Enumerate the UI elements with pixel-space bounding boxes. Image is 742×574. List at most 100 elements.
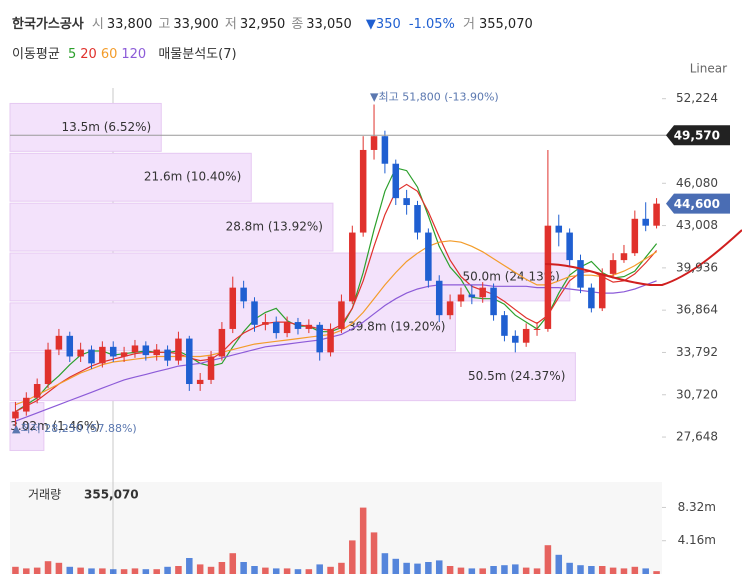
volume-bar <box>218 562 226 574</box>
candle-body <box>109 346 117 357</box>
volume-bar <box>370 532 378 574</box>
y-tick-label: 36,864 <box>676 303 718 317</box>
volume-bar <box>88 568 95 574</box>
candle-body <box>218 328 226 357</box>
volume-bar <box>588 566 595 574</box>
y-tick-label: 43,008 <box>676 218 718 232</box>
indicator-legend: 이동평균 5 20 60 120 매물분석도(7) <box>12 43 241 62</box>
quote-value: 32,950 <box>239 17 286 32</box>
candle-body <box>501 315 508 336</box>
volume-bar <box>479 568 486 574</box>
y-tick-label: 33,792 <box>676 345 718 359</box>
candle-body <box>642 218 649 226</box>
volume-bar <box>164 566 171 574</box>
volume-bar <box>490 566 497 574</box>
candle-body <box>566 232 573 261</box>
price-marker <box>666 125 730 146</box>
y-tick-label: 46,080 <box>676 176 718 190</box>
candle-body <box>479 287 486 298</box>
candle-layer <box>12 104 660 429</box>
y-tick-label: 52,224 <box>676 91 718 105</box>
y-tick-label: 27,648 <box>676 430 718 444</box>
extreme-annotation: ▼최고 51,800 (-13.90%) <box>370 91 499 104</box>
candle-body <box>142 345 150 356</box>
volume-bar <box>23 568 30 574</box>
candle-body <box>381 136 389 164</box>
volume-bar <box>294 569 302 574</box>
profile-label: 13.5m (6.52%) <box>62 120 152 134</box>
candle-body <box>555 225 563 233</box>
candle-body <box>131 345 139 353</box>
axis-layer: 27,648 30,720 33,792 36,864 39,936 43,008 46,0… <box>10 91 730 547</box>
volume-bar <box>55 562 63 574</box>
volume-bar <box>109 569 117 574</box>
legend-entry: 5 <box>67 47 77 62</box>
y-tick-label: 30,720 <box>676 387 718 401</box>
volume-bar <box>142 569 150 574</box>
volume-bar <box>435 560 443 574</box>
candle-body <box>305 324 313 329</box>
profile-label: 50.0m (24.13%) <box>462 269 559 283</box>
volume-bar <box>175 566 182 574</box>
candle-body <box>598 273 606 309</box>
candle-body <box>588 287 595 309</box>
volume-bar <box>522 567 530 574</box>
quote-bar: 한국가스공사 시 33,800 고 33,900 저 32,950 종 33,050 ▼350… <box>12 13 537 32</box>
profile-label: 28.8m (13.92%) <box>226 220 323 234</box>
volume-bar <box>327 566 334 574</box>
volume-title: 거래량 <box>28 488 61 502</box>
candle-body <box>392 163 400 199</box>
volume-bar <box>196 564 204 574</box>
profile-band <box>9 152 252 202</box>
volume-bar <box>240 562 247 574</box>
candle-body <box>283 322 291 334</box>
volume-bar <box>359 507 367 574</box>
volume-bar <box>99 568 106 574</box>
candle-body <box>88 349 95 364</box>
candle-body <box>327 328 334 353</box>
volume-bar <box>349 540 356 574</box>
quote-label: 종 <box>291 17 304 32</box>
candle-body <box>175 338 182 361</box>
volume-bar <box>392 558 400 574</box>
quote-label: 시 <box>91 17 104 32</box>
legend-entry: 120 <box>121 47 147 62</box>
candle-body <box>457 294 465 302</box>
profile-label: 21.6m (10.40%) <box>144 170 241 184</box>
profile-band <box>9 252 571 302</box>
profile-label: 50.5m (24.37%) <box>468 369 565 383</box>
volume-bar <box>598 566 606 574</box>
quote-label: 저 <box>224 17 237 32</box>
volume-bar <box>446 566 454 574</box>
volume-bar <box>283 568 291 574</box>
volume-tick-label: 4.16m <box>678 533 716 547</box>
candle-body <box>262 322 269 325</box>
candle-body <box>544 225 552 329</box>
volume-bar <box>577 565 584 574</box>
candle-body <box>512 335 519 343</box>
quote-value: 33,800 <box>106 17 153 32</box>
candle-body <box>55 335 63 350</box>
scale-label[interactable]: Linear <box>690 62 727 76</box>
volume-bar <box>555 554 563 574</box>
candle-body <box>251 301 258 325</box>
volume-bar <box>77 567 84 574</box>
candle-body <box>370 136 378 150</box>
volume-panel <box>10 482 662 574</box>
volume-current: 355,070 <box>84 488 139 502</box>
quote-label: 고 <box>158 17 171 32</box>
drawn-trend-line[interactable] <box>544 229 742 286</box>
volume-bar <box>512 564 519 574</box>
profile-band <box>9 202 334 252</box>
change-pct: -1.05% <box>408 17 455 32</box>
candle-body <box>99 346 106 364</box>
volume-bar <box>501 565 508 574</box>
quote-value: 33,900 <box>173 17 219 32</box>
candle-body <box>12 411 19 419</box>
volume-bar <box>381 553 389 574</box>
candle-body <box>446 301 454 316</box>
price-marker-label: 44,600 <box>674 197 720 211</box>
candle-body <box>338 301 345 329</box>
volume-bar <box>620 568 628 574</box>
candle-body <box>403 198 410 206</box>
